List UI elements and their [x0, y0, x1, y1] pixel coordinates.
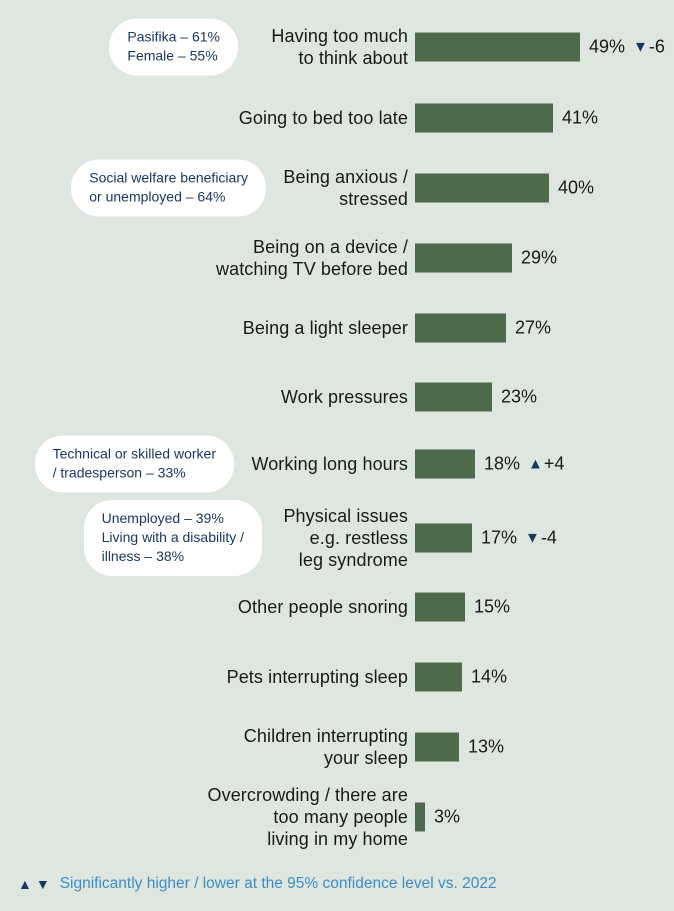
category-label: Pets interrupting sleep: [148, 666, 408, 688]
category-label-line: Work pressures: [280, 387, 408, 407]
value-label: 15%: [474, 597, 510, 618]
category-label-line: Being anxious /: [283, 167, 408, 187]
value-percent: 29%: [521, 247, 558, 268]
callout-bubble: Technical or skilled worker / tradesperso…: [34, 435, 234, 493]
callout-text: or unemployed – 64%: [89, 188, 226, 205]
value-label: 41%: [562, 108, 598, 129]
value-label: 18% ▲ +4: [484, 454, 564, 475]
category-label: Being anxious / stressed: [148, 166, 408, 210]
value-percent: 23%: [501, 386, 538, 407]
category-label-line: Children interrupting: [243, 726, 408, 746]
change-value: +4: [543, 453, 565, 474]
category-label: Other people snoring: [148, 596, 408, 618]
change-value: -4: [540, 527, 557, 548]
bar: [415, 313, 506, 343]
callout-text: illness – 38%: [101, 548, 185, 564]
value-label: 29%: [521, 248, 557, 269]
value-percent: 18%: [484, 453, 521, 474]
category-label-line: your sleep: [323, 748, 408, 768]
significance-note: ▲ ▼ Significantly higher / lower at the …: [18, 875, 497, 893]
category-label-line: Other people snoring: [237, 597, 408, 617]
triangle-down-icon: ▼: [633, 38, 648, 56]
callout-text: Pasifika – 61%: [127, 28, 220, 45]
bar: [415, 662, 462, 692]
category-label-line: Pets interrupting sleep: [226, 667, 408, 687]
value-label: 23%: [501, 387, 537, 408]
bar: [415, 449, 475, 479]
value-percent: 40%: [558, 177, 595, 198]
value-percent: 15%: [474, 596, 511, 617]
bar: [415, 732, 459, 762]
category-label: Children interrupting your sleep: [148, 725, 408, 769]
bar: [415, 243, 512, 273]
triangle-up-icon: ▲: [18, 876, 32, 892]
value-percent: 13%: [468, 736, 505, 757]
value-label: 14%: [471, 667, 507, 688]
callout-bubble: Pasifika – 61% Female – 55%: [109, 18, 238, 76]
category-label: Working long hours: [148, 453, 408, 475]
category-label-line: Working long hours: [251, 454, 408, 474]
change-marker: ▲ +4: [528, 454, 564, 475]
value-percent: 27%: [515, 317, 552, 338]
callout-text: Social welfare beneficiary: [89, 169, 248, 186]
bar: [415, 802, 425, 832]
value-percent: 17%: [481, 527, 518, 548]
change-marker: ▼ -4: [525, 528, 557, 549]
category-label: Physical issues e.g. restless leg syndrome: [148, 505, 408, 571]
value-label: 3%: [434, 807, 460, 828]
category-label: Being on a device / watching TV before be…: [148, 236, 408, 280]
category-label: Going to bed too late: [148, 107, 408, 129]
change-marker: ▼ -6: [633, 37, 665, 58]
bar: [415, 382, 492, 412]
category-label-line: Having too much: [271, 26, 408, 46]
category-label-line: leg syndrome: [298, 550, 408, 570]
triangle-down-icon: ▼: [525, 529, 540, 547]
category-label: Overcrowding / there are too many people l…: [148, 784, 408, 850]
callout-bubble: Unemployed – 39% Living with a disability…: [83, 500, 262, 576]
bar: [415, 32, 580, 62]
category-label: Being a light sleeper: [148, 317, 408, 339]
value-percent: 3%: [434, 806, 461, 827]
category-label-line: Being a light sleeper: [242, 318, 408, 338]
category-label-line: stressed: [339, 189, 408, 209]
callout-bubble: Social welfare beneficiary or unemployed …: [71, 159, 266, 217]
category-label-line: Physical issues: [283, 506, 408, 526]
category-label-line: Overcrowding / there are: [207, 785, 408, 805]
value-percent: 49%: [589, 36, 626, 57]
bar: [415, 173, 549, 203]
triangle-up-icon: ▲: [528, 455, 543, 473]
callout-text: Technical or skilled worker: [52, 445, 216, 462]
value-label: 49% ▼ -6: [589, 37, 665, 58]
category-label: Work pressures: [148, 386, 408, 408]
value-percent: 14%: [471, 666, 508, 687]
category-label-line: e.g. restless: [309, 528, 408, 548]
bar: [415, 103, 553, 133]
significance-note-text: Significantly higher / lower at the 95% …: [59, 875, 497, 892]
category-label: Having too much to think about: [148, 25, 408, 69]
callout-text: / tradesperson – 33%: [52, 464, 186, 481]
category-label-line: Being on a device /: [252, 237, 408, 257]
value-label: 17% ▼ -4: [481, 528, 557, 549]
triangle-down-icon: ▼: [35, 876, 50, 892]
change-value: -6: [648, 36, 665, 57]
callout-text: Unemployed – 39%: [101, 510, 224, 526]
category-label-line: watching TV before bed: [216, 259, 408, 279]
value-label: 40%: [558, 178, 594, 199]
value-label: 27%: [515, 318, 551, 339]
category-label-line: living in my home: [267, 829, 408, 849]
value-label: 13%: [468, 737, 504, 758]
value-percent: 41%: [562, 107, 599, 128]
bar: [415, 523, 472, 553]
category-label-line: Going to bed too late: [238, 108, 408, 128]
bar: [415, 592, 465, 622]
callout-text: Female – 55%: [127, 47, 218, 64]
callout-text: Living with a disability /: [101, 529, 244, 545]
category-label-line: to think about: [298, 48, 408, 68]
category-label-line: too many people: [273, 807, 408, 827]
